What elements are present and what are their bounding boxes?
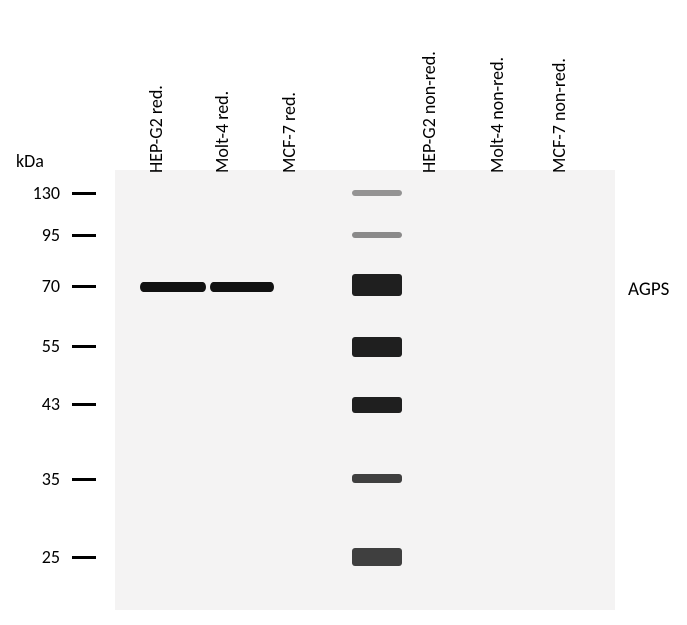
mw-tick bbox=[72, 556, 96, 559]
mw-label: 70 bbox=[18, 275, 60, 297]
ladder-band bbox=[352, 548, 402, 566]
mw-label: 35 bbox=[18, 468, 60, 490]
mw-label: 55 bbox=[18, 335, 60, 357]
mw-label: 25 bbox=[18, 546, 60, 568]
mw-tick bbox=[72, 478, 96, 481]
lane-label: MCF-7 red. bbox=[278, 92, 300, 173]
lane-label: HEP-G2 non-red. bbox=[418, 51, 440, 173]
sample-band bbox=[210, 282, 274, 292]
ladder-band bbox=[352, 337, 402, 357]
ladder-band bbox=[352, 474, 402, 483]
lane-label: MCF-7 non-red. bbox=[548, 58, 570, 173]
mw-tick bbox=[72, 403, 96, 406]
mw-tick bbox=[72, 285, 96, 288]
mw-tick bbox=[72, 192, 96, 195]
ladder-band bbox=[352, 274, 402, 296]
sample-band bbox=[140, 282, 206, 292]
mw-label: 95 bbox=[18, 224, 60, 246]
lane-label: Molt-4 red. bbox=[211, 91, 233, 173]
axis-label-kda: kDa bbox=[16, 150, 44, 172]
lane-label: Molt-4 non-red. bbox=[486, 57, 508, 173]
mw-label: 130 bbox=[18, 182, 60, 204]
mw-tick bbox=[72, 234, 96, 237]
mw-label: 43 bbox=[18, 393, 60, 415]
ladder-band bbox=[352, 232, 402, 238]
mw-tick bbox=[72, 345, 96, 348]
ladder-band bbox=[352, 190, 402, 196]
lane-label: HEP-G2 red. bbox=[145, 85, 167, 173]
ladder-band bbox=[352, 397, 402, 413]
target-protein-label: AGPS bbox=[628, 278, 669, 301]
western-blot-figure: kDa 130 95 70 55 43 35 25 HEP-G2 red. Molt-4 red.… bbox=[0, 0, 687, 625]
